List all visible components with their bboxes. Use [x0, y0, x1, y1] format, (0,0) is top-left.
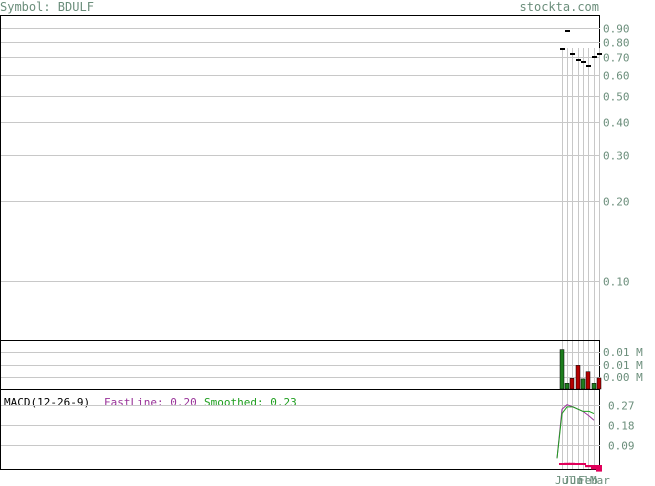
x-tick-label: Feb: [578, 474, 598, 486]
price-mark: [592, 56, 597, 58]
macd-histogram-bar: [596, 465, 602, 472]
macd-histogram-bar: [585, 465, 591, 468]
macd-tick-label: 0.18: [608, 420, 635, 433]
price-mark: [576, 59, 581, 61]
price-panel: [0, 15, 600, 341]
price-tick-label: 0.60: [603, 70, 630, 83]
price-mark: [570, 53, 575, 55]
price-tick-label: 0.50: [603, 91, 630, 104]
volume-bar: [569, 378, 575, 390]
x-tick-label: Jun: [563, 474, 583, 486]
macd-histogram-bar: [569, 462, 575, 465]
macd-smoothed-line: [556, 406, 595, 459]
volume-tick-label: 0.00 M: [603, 371, 643, 384]
volume-bar: [585, 371, 591, 390]
price-mark: [597, 53, 602, 55]
price-tick-label: 0.40: [603, 117, 630, 130]
price-mark: [565, 30, 570, 32]
price-mark: [560, 48, 565, 50]
x-tick-label: Mar: [590, 474, 610, 486]
price-tick-label: 0.30: [603, 150, 630, 163]
price-mark: [586, 65, 591, 67]
macd-title: MACD(12-26-9): [4, 396, 90, 409]
price-tick-label: 0.70: [603, 52, 630, 65]
x-tick-label: Jul: [555, 474, 575, 486]
macd-histogram-bar: [591, 465, 597, 470]
price-tick-label: 0.10: [603, 276, 630, 289]
macd-tick-label: 0.27: [608, 400, 635, 413]
volume-bar: [591, 383, 597, 390]
macd-tick-label: 0.09: [608, 440, 635, 453]
volume-tick-label: 0.01 M: [603, 359, 643, 372]
macd-fastline-label: FastLine: 0.20: [104, 396, 197, 409]
symbol-label: Symbol: BDULF: [0, 0, 94, 14]
x-tick-label: Jul: [570, 474, 590, 486]
price-tick-label: 0.80: [603, 37, 630, 50]
volume-bar: [575, 365, 581, 390]
volume-tick-label: 0.01 M: [603, 346, 643, 359]
price-tick-label: 0.20: [603, 196, 630, 209]
price-tick-label: 0.90: [603, 23, 630, 36]
volume-bar: [596, 377, 602, 390]
macd-histogram-bar: [580, 463, 586, 465]
volume-bar: [580, 378, 586, 390]
macd-histogram-bar: [575, 463, 581, 465]
macd-histogram-bar: [564, 462, 570, 465]
volume-bar: [564, 383, 570, 390]
macd-histogram-bar: [559, 463, 565, 465]
macd-panel: [0, 389, 600, 470]
volume-bar: [559, 349, 565, 390]
price-mark: [581, 61, 586, 63]
macd-smoothed-label: Smoothed: 0.23: [204, 396, 297, 409]
site-label: stockta.com: [520, 0, 599, 14]
